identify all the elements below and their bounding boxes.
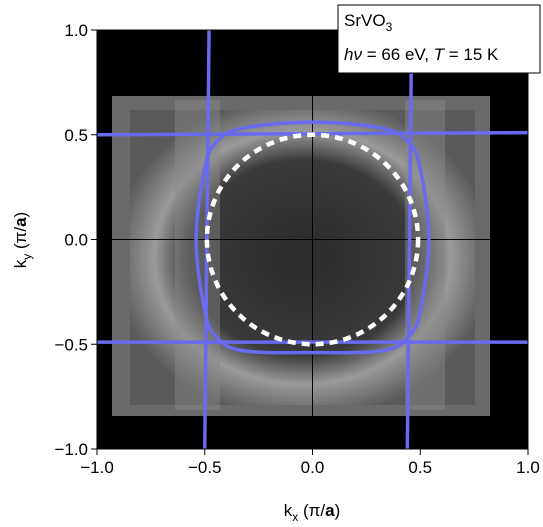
fermi-contour (194, 120, 431, 355)
x-tick-label: 1.0 (516, 458, 540, 477)
x-tick-label: −1.0 (80, 458, 114, 477)
x-tick-label: 0.5 (408, 458, 432, 477)
x-axis-label: kx (π/a) (284, 501, 340, 522)
dashed-contour (204, 132, 421, 347)
y-tick-label: 1.0 (64, 21, 88, 40)
y-tick-label: 0.5 (64, 126, 88, 145)
annotation-box (337, 4, 541, 74)
fermi-contour (405, 30, 414, 449)
x-tick-label: 0.0 (301, 458, 325, 477)
y-axis-label: ky (π/a) (11, 212, 34, 268)
x-tick-label: −0.5 (188, 458, 222, 477)
fermi-contour (203, 30, 211, 449)
y-tick-label: −1.0 (54, 440, 88, 459)
plot (97, 30, 528, 449)
y-tick-label: 0.0 (64, 231, 88, 250)
annotation-text: SrVO3 (344, 11, 393, 34)
annotation-text: hν = 66 eV, T = 15 K (344, 45, 499, 64)
y-tick-label: −0.5 (54, 335, 88, 354)
annotation: SrVO3 hν = 66 eV, T = 15 K (337, 4, 541, 74)
